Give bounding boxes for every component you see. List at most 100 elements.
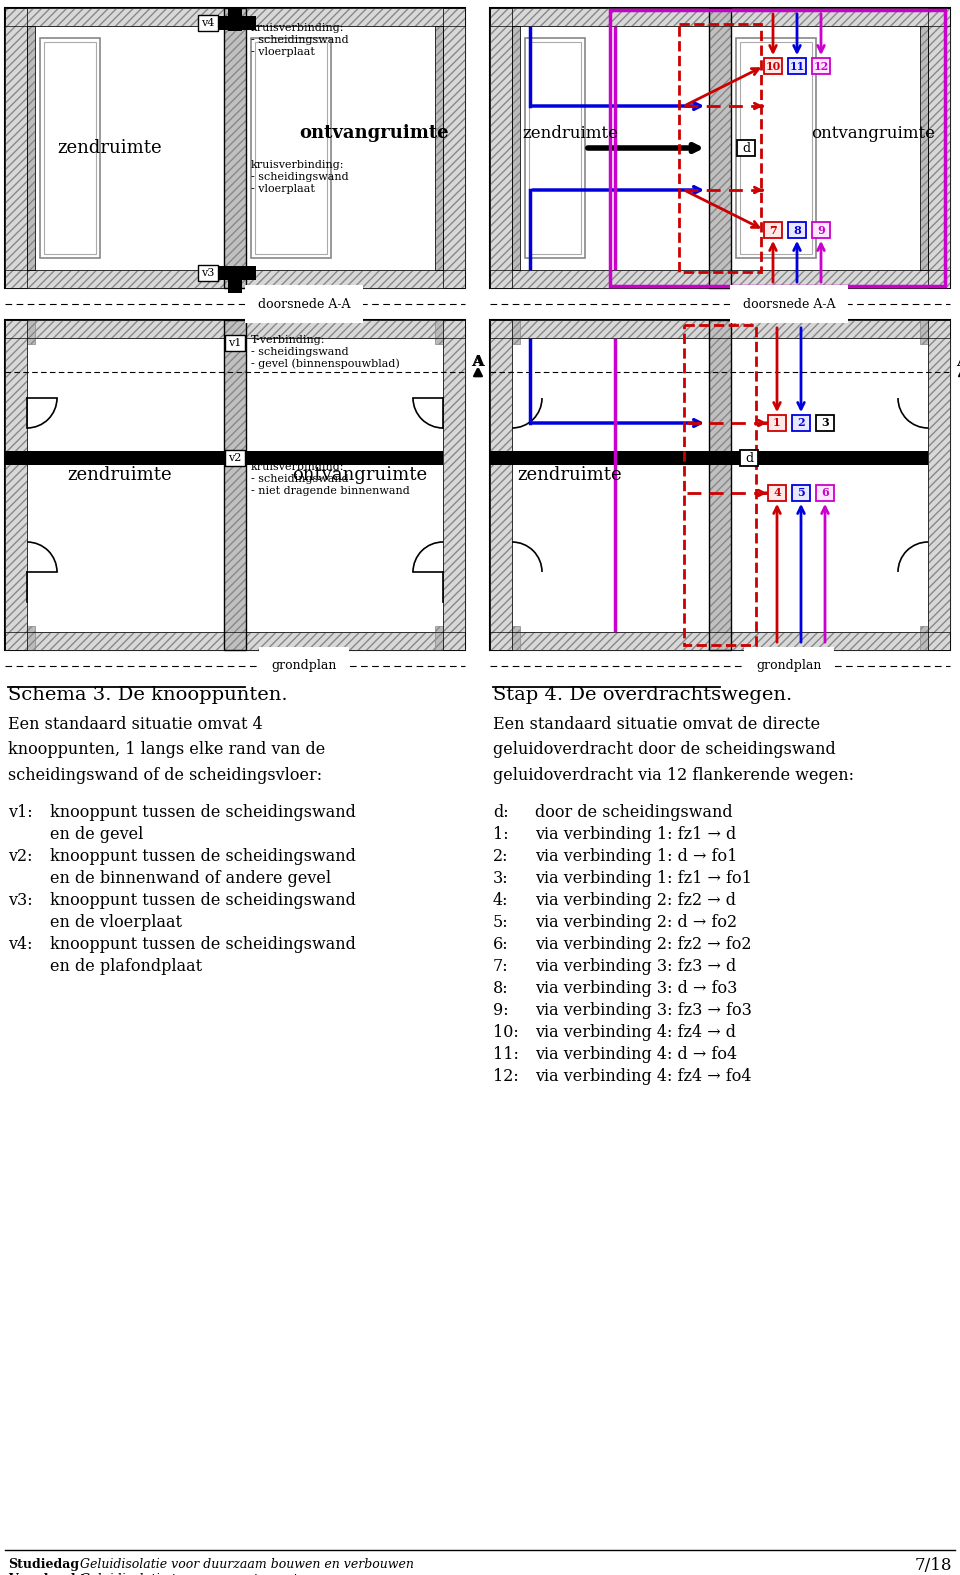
- Text: - scheidingswand: - scheidingswand: [251, 474, 348, 484]
- Bar: [788, 58, 806, 74]
- Text: zendruimte: zendruimte: [522, 124, 618, 142]
- Text: 2:: 2:: [493, 847, 509, 865]
- Text: ontvangruimte: ontvangruimte: [293, 466, 427, 484]
- Bar: [788, 222, 806, 238]
- Bar: [490, 320, 512, 650]
- Text: doorsnede A-A: doorsnede A-A: [257, 298, 350, 310]
- Bar: [740, 450, 758, 466]
- Text: A: A: [471, 354, 483, 369]
- Bar: [816, 485, 834, 501]
- Bar: [764, 222, 782, 238]
- Text: via verbinding 3: fz3 → fo3: via verbinding 3: fz3 → fo3: [535, 1002, 752, 1019]
- Bar: [198, 16, 218, 32]
- Bar: [525, 38, 585, 258]
- Text: v3:: v3:: [8, 891, 33, 909]
- Text: - scheidingswand: - scheidingswand: [251, 35, 348, 46]
- Text: via verbinding 1: fz1 → d: via verbinding 1: fz1 → d: [535, 825, 736, 843]
- Text: ontvangruimte: ontvangruimte: [300, 124, 449, 142]
- Bar: [198, 265, 218, 280]
- Bar: [512, 625, 520, 650]
- Text: Voordracht: Voordracht: [8, 1573, 85, 1575]
- Text: v1: v1: [228, 339, 242, 348]
- Text: doorsnede A-A: doorsnede A-A: [743, 298, 835, 310]
- Text: 7:: 7:: [493, 958, 509, 975]
- Text: via verbinding 3: d → fo3: via verbinding 3: d → fo3: [535, 980, 737, 997]
- Text: - scheidingswand: - scheidingswand: [251, 172, 348, 183]
- Bar: [5, 8, 465, 288]
- Bar: [490, 320, 512, 650]
- Text: 4:: 4:: [493, 891, 509, 909]
- Text: door de scheidingswand: door de scheidingswand: [535, 803, 732, 821]
- Bar: [928, 320, 950, 650]
- Text: 9: 9: [817, 225, 825, 236]
- Text: 9:: 9:: [493, 1002, 509, 1019]
- Bar: [490, 450, 731, 465]
- Text: v2: v2: [228, 454, 242, 463]
- Bar: [610, 9, 945, 287]
- Bar: [529, 43, 581, 254]
- Text: A: A: [472, 354, 484, 369]
- Bar: [255, 43, 327, 254]
- Bar: [490, 8, 950, 27]
- Text: en de vloerplaat: en de vloerplaat: [50, 913, 182, 931]
- Bar: [27, 625, 35, 650]
- Bar: [816, 414, 834, 432]
- Text: 12:: 12:: [493, 1068, 518, 1085]
- Text: - vloerplaat: - vloerplaat: [251, 184, 315, 194]
- Text: grondplan: grondplan: [756, 660, 822, 673]
- Text: via verbinding 1: fz1 → fo1: via verbinding 1: fz1 → fo1: [535, 869, 752, 887]
- Text: kruisverbinding:: kruisverbinding:: [251, 24, 345, 33]
- Text: 7/18: 7/18: [915, 1556, 952, 1573]
- Text: d: d: [742, 142, 750, 154]
- Bar: [768, 414, 786, 432]
- Text: en de binnenwand of andere gevel: en de binnenwand of andere gevel: [50, 869, 331, 887]
- Bar: [709, 320, 731, 650]
- Text: - vloerplaat: - vloerplaat: [251, 47, 315, 57]
- Text: en de plafondplaat: en de plafondplaat: [50, 958, 203, 975]
- Bar: [736, 38, 816, 258]
- Text: Studiedag: Studiedag: [8, 1558, 79, 1570]
- Bar: [490, 320, 950, 650]
- Text: Geluidisolatie voor duurzaam bouwen en verbouwen: Geluidisolatie voor duurzaam bouwen en v…: [80, 1558, 414, 1570]
- Bar: [224, 320, 246, 650]
- Bar: [5, 320, 27, 650]
- Bar: [228, 276, 242, 293]
- Text: via verbinding 4: d → fo4: via verbinding 4: d → fo4: [535, 1046, 737, 1063]
- Text: knooppunt tussen de scheidingswand: knooppunt tussen de scheidingswand: [50, 936, 356, 953]
- Bar: [792, 414, 810, 432]
- Bar: [435, 320, 443, 343]
- Bar: [490, 269, 950, 288]
- Text: kruisverbinding:: kruisverbinding:: [251, 161, 345, 170]
- Bar: [214, 16, 256, 30]
- Text: d: d: [745, 452, 753, 465]
- Bar: [792, 485, 810, 501]
- Text: 7: 7: [769, 225, 777, 236]
- Bar: [5, 320, 465, 339]
- Bar: [443, 8, 465, 288]
- Bar: [5, 320, 465, 339]
- Text: v4: v4: [202, 17, 215, 28]
- Bar: [490, 8, 512, 288]
- Bar: [27, 320, 35, 343]
- Bar: [435, 625, 443, 650]
- Bar: [490, 269, 950, 288]
- Text: en de gevel: en de gevel: [50, 825, 143, 843]
- Text: 8: 8: [793, 225, 801, 236]
- Bar: [490, 320, 950, 339]
- Text: 2: 2: [797, 417, 804, 428]
- Bar: [224, 8, 246, 288]
- Bar: [812, 222, 830, 238]
- Text: 12: 12: [813, 60, 828, 71]
- Bar: [679, 24, 761, 272]
- Bar: [443, 8, 465, 288]
- Bar: [44, 43, 96, 254]
- Bar: [5, 8, 465, 27]
- Text: via verbinding 2: fz2 → d: via verbinding 2: fz2 → d: [535, 891, 736, 909]
- Bar: [224, 450, 443, 465]
- Text: 6: 6: [821, 488, 828, 499]
- Bar: [928, 8, 950, 288]
- Text: v2:: v2:: [8, 847, 33, 865]
- Text: 4: 4: [773, 488, 780, 499]
- Bar: [490, 320, 950, 339]
- Text: via verbinding 4: fz4 → fo4: via verbinding 4: fz4 → fo4: [535, 1068, 752, 1085]
